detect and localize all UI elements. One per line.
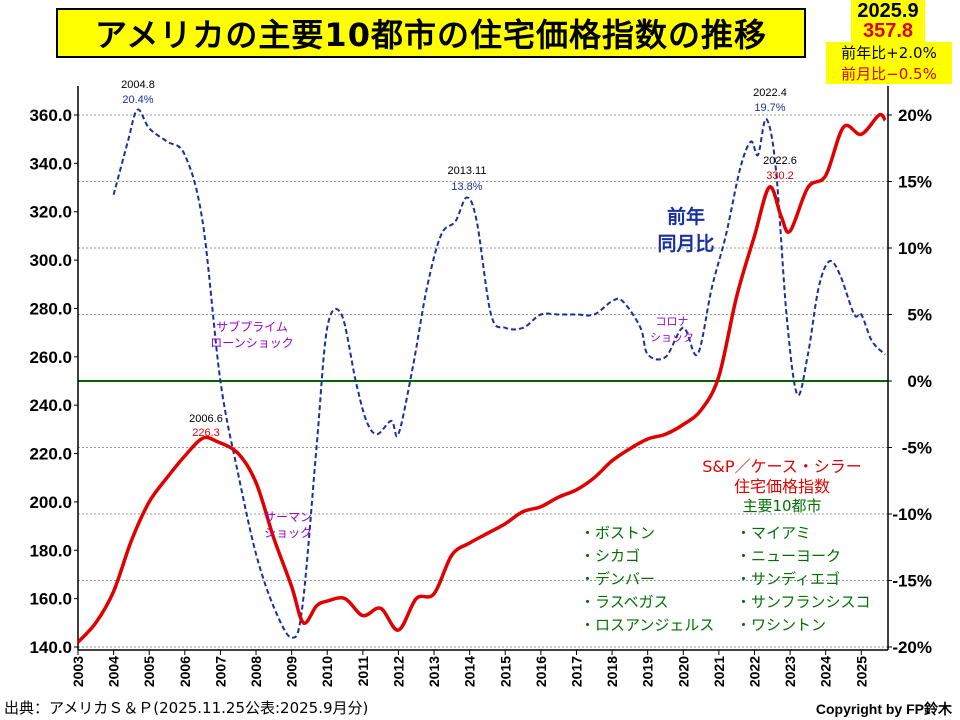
- right-tick-label: 10%: [898, 239, 932, 258]
- city-item: ・ニューヨーク: [736, 547, 841, 565]
- x-tick-label: 2013: [426, 656, 442, 687]
- left-tick-label: 240.0: [29, 396, 72, 415]
- x-tick-label: 2020: [675, 656, 691, 687]
- x-tick-label: 2014: [462, 656, 478, 687]
- x-tick-label: 2005: [141, 656, 157, 687]
- latest-mom: 前月比−0.5%: [826, 63, 952, 84]
- right-tick-label: -15%: [892, 572, 932, 591]
- x-tick-label: 2017: [568, 656, 584, 687]
- annot-2004-value: 20.4%: [122, 94, 153, 106]
- left-tick-label: 280.0: [29, 299, 72, 318]
- axes: 140.0 160.0 180.0 200.0 220.0 240.0 260.0 280.0…: [29, 86, 932, 687]
- yoy-series-label-1: 前年: [667, 205, 705, 228]
- right-tick-label: 0%: [907, 372, 932, 391]
- grid-lines: [78, 114, 888, 648]
- x-tick-label: 2012: [390, 656, 406, 687]
- covid-label-2: ショック: [650, 331, 694, 344]
- right-tick-label: -5%: [902, 439, 932, 458]
- page-title: アメリカの主要10都市の住宅価格指数の推移: [95, 16, 767, 54]
- x-tick-label: 2015: [497, 656, 513, 687]
- right-tick-label: 5%: [907, 306, 932, 325]
- subprime-label-2: ローンショック: [210, 336, 293, 350]
- subprime-label-1: サブプライム: [216, 319, 288, 334]
- x-tick-label: 2019: [640, 656, 656, 687]
- x-tick-label: 2022: [746, 656, 762, 687]
- city-item: ・ワシントン: [736, 616, 826, 634]
- index-series-line: [76, 112, 887, 644]
- x-tick-label: 2010: [319, 656, 335, 687]
- annot-2013-date: 2013.11: [448, 165, 487, 177]
- annot-2006-value: 226.3: [192, 427, 220, 439]
- right-tick-label: -10%: [892, 505, 932, 524]
- left-tick-label: 200.0: [29, 493, 72, 512]
- x-tick-label: 2011: [355, 656, 371, 687]
- left-tick-label: 340.0: [29, 154, 72, 173]
- title-banner: アメリカの主要10都市の住宅価格指数の推移: [56, 8, 806, 58]
- x-tick-label: 2007: [212, 656, 228, 687]
- index-series-label-2: 住宅価格指数: [734, 477, 830, 496]
- x-tick-label: 2016: [533, 656, 549, 687]
- left-tick-label: 320.0: [29, 203, 72, 222]
- city-item: ・サンディエゴ: [736, 570, 840, 588]
- lehman-label-2: ショック: [264, 526, 312, 540]
- source-note: 出典：アメリカＳ＆Ｐ(2025.11.25公表:2025.9月分): [4, 699, 369, 717]
- left-tick-label: 160.0: [29, 590, 72, 609]
- x-tick-label: 2004: [106, 656, 122, 687]
- right-tick-label: 20%: [898, 106, 932, 125]
- city-item: ・シカゴ: [580, 547, 640, 565]
- annot-2022yoy-date: 2022.4: [753, 87, 787, 99]
- x-tick-label: 2006: [177, 656, 193, 687]
- left-tick-label: 260.0: [29, 348, 72, 367]
- x-tick-label: 2008: [248, 656, 264, 687]
- annot-2013-value: 13.8%: [451, 181, 482, 193]
- x-tick-label: 2025: [853, 656, 869, 687]
- x-tick-label: 2023: [782, 656, 798, 687]
- x-tick-label: 2009: [284, 656, 300, 687]
- city-item: ・サンフランシスコ: [736, 593, 871, 611]
- annot-2022idx-value: 330.2: [766, 170, 794, 182]
- yoy-series-line: [112, 108, 886, 639]
- right-tick-label: -20%: [892, 638, 932, 657]
- right-tick-label: 15%: [898, 173, 932, 192]
- x-tick-label: 2003: [70, 656, 86, 687]
- city-item: ・ラスベガス: [580, 593, 669, 611]
- yoy-series-label-2: 同月比: [657, 233, 714, 255]
- left-tick-label: 140.0: [29, 638, 72, 657]
- annot-2022idx-date: 2022.6: [763, 155, 797, 167]
- left-tick-label: 360.0: [29, 106, 72, 125]
- annot-2022yoy-value: 19.7%: [754, 102, 785, 114]
- left-tick-label: 300.0: [29, 251, 72, 270]
- copyright-note: Copyright by FP鈴木: [815, 701, 952, 717]
- annot-2006-date: 2006.6: [189, 413, 223, 425]
- city-item: ・ボストン: [580, 524, 655, 542]
- x-tick-label: 2024: [818, 656, 834, 687]
- left-tick-label: 220.0: [29, 445, 72, 464]
- cities-list: ・ボストン・シカゴ・デンバー・ラスベガス・ロスアンジェルス ・マイアミ・ニューヨー…: [580, 524, 871, 634]
- city-item: ・マイアミ: [736, 524, 811, 542]
- annot-2004-date: 2004.8: [121, 79, 155, 91]
- covid-label-1: コロナ: [656, 315, 689, 328]
- latest-date: 2025.9: [851, 0, 925, 23]
- index-series-label-1: S&P／ケース・シラー: [702, 457, 861, 476]
- city-item: ・デンバー: [580, 570, 655, 588]
- city-item: ・ロスアンジェルス: [580, 616, 714, 634]
- latest-value: 357.8: [851, 20, 925, 43]
- lehman-label-1: サーマン: [264, 510, 312, 524]
- latest-summary-box: 2025.9 357.8 前年比+2.0% 前月比−0.5%: [826, 0, 952, 88]
- latest-yoy: 前年比+2.0%: [826, 42, 952, 63]
- x-tick-label: 2021: [711, 656, 727, 687]
- annotations: 2004.8 20.4% 2013.11 13.8% 2022.4 19.7% …: [121, 79, 862, 540]
- series-lines: [76, 108, 887, 644]
- left-tick-label: 180.0: [29, 541, 72, 560]
- x-tick-label: 2018: [604, 656, 620, 687]
- index-series-label-3: 主要10都市: [742, 497, 821, 515]
